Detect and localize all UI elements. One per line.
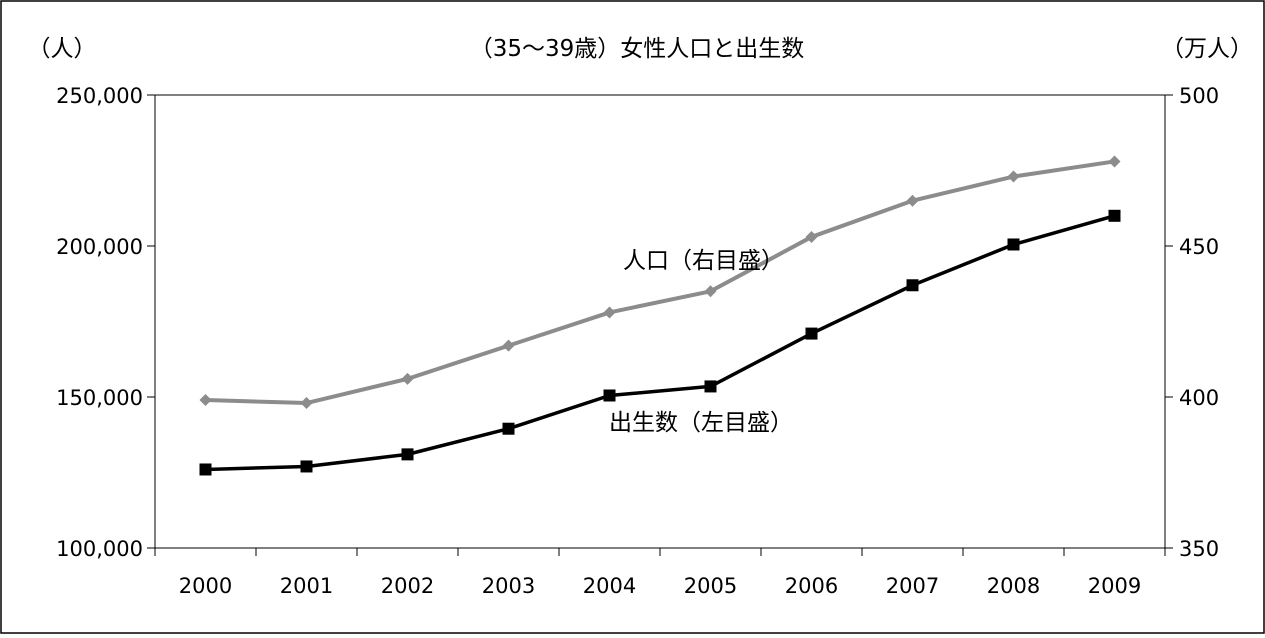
data-point-births-2001 (300, 460, 313, 473)
x-axis-tick-label: 2003 (482, 574, 535, 598)
right-axis-tick-label: 400 (1179, 386, 1219, 410)
series-line-population (205, 159, 1115, 406)
left-axis-tick-label: 100,000 (56, 537, 143, 561)
chart-title: （35〜39歳）女性人口と出生数 (470, 36, 805, 62)
left-axis-tick-label: 250,000 (56, 84, 143, 108)
x-axis-tick-label: 2001 (280, 574, 333, 598)
data-point-population-2007 (906, 194, 919, 207)
x-axis-tick-label: 2005 (684, 574, 737, 598)
series-label-population: 人口（右目盛） (623, 248, 784, 274)
data-point-births-2007 (906, 279, 919, 292)
x-axis-tick-label: 2009 (1088, 574, 1141, 598)
x-axis-tick-label: 2008 (987, 574, 1040, 598)
right-axis-tick-label: 500 (1179, 84, 1219, 108)
data-point-births-2005 (704, 380, 717, 393)
data-point-births-2006 (805, 327, 818, 340)
right-axis-tick-label: 450 (1179, 235, 1219, 259)
series-line-births (205, 214, 1115, 472)
data-point-births-2004 (603, 389, 616, 402)
series-label-births: 出生数（左目盛） (609, 410, 793, 436)
data-point-births-2002 (401, 448, 414, 461)
data-point-births-2008 (1007, 238, 1020, 251)
x-axis-tick-label: 2002 (381, 574, 434, 598)
data-point-population-2006 (805, 230, 818, 243)
x-axis-tick-label: 2006 (785, 574, 838, 598)
x-axis-tick-label: 2000 (179, 574, 232, 598)
data-point-population-2001 (300, 397, 313, 410)
right-axis-unit: （万人） (1161, 36, 1253, 62)
data-point-population-2009 (1108, 155, 1121, 168)
data-point-population-2005 (704, 285, 717, 298)
x-axis: 2000 2001 2002 2003 2004 2005 2006 2007 2008 2009 (154, 548, 1166, 598)
left-axis-tick-label: 200,000 (56, 235, 143, 259)
left-axis-unit: （人） (28, 36, 97, 62)
data-point-births-2000 (199, 463, 212, 476)
left-axis: 100,000 150,000 200,000 250,000 (56, 84, 155, 561)
x-axis-tick-label: 2007 (886, 574, 939, 598)
data-point-population-2004 (603, 306, 616, 319)
data-point-births-2009 (1108, 209, 1121, 222)
right-axis: 350 400 450 500 (1165, 84, 1219, 561)
data-point-births-2003 (502, 422, 515, 435)
x-axis-tick-label: 2004 (583, 574, 636, 598)
left-axis-tick-label: 150,000 (56, 386, 143, 410)
data-point-population-2003 (502, 339, 515, 352)
data-point-population-2008 (1007, 170, 1020, 183)
series-layer (199, 155, 1121, 476)
data-point-population-2000 (199, 394, 212, 407)
right-axis-tick-label: 350 (1179, 537, 1219, 561)
data-point-population-2002 (401, 372, 414, 385)
